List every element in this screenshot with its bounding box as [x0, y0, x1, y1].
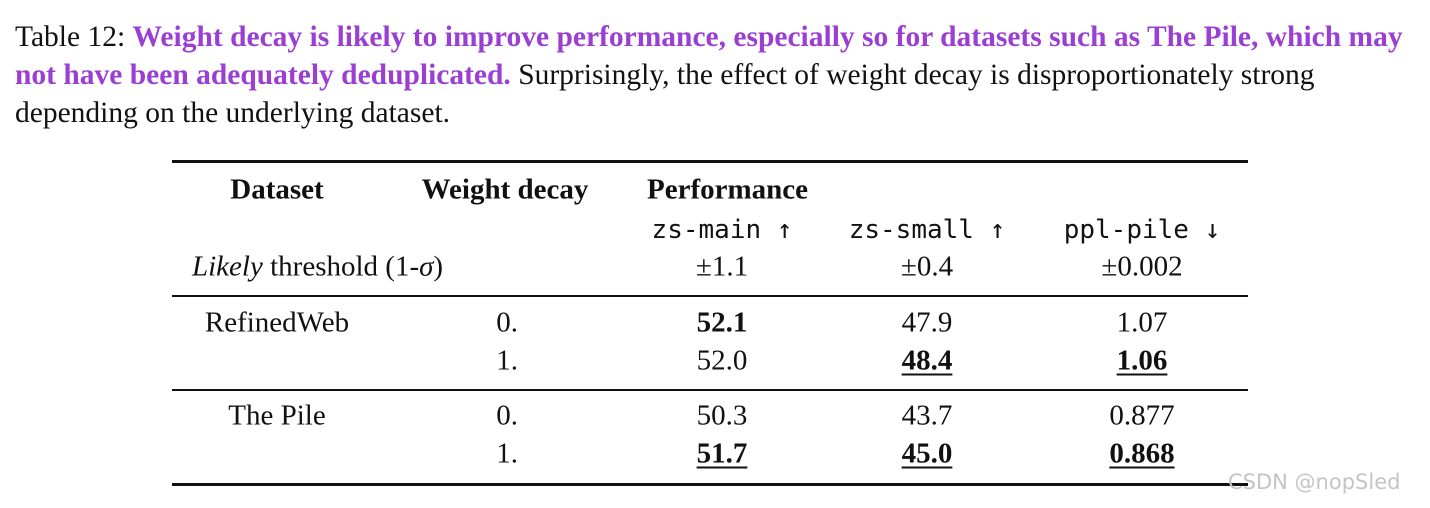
metric-value: 52.1 [696, 306, 748, 339]
threshold-close: ) [433, 250, 444, 283]
threshold-label: Likely threshold (1-σ) [192, 251, 443, 284]
caption: Table 12: Weight decay is likely to impr… [15, 18, 1415, 132]
caption-label: Table 12: [15, 21, 126, 53]
threshold-italic: Likely [192, 250, 263, 283]
dataset-name: The Pile [228, 399, 326, 432]
mid-rule [172, 295, 1248, 297]
weight-decay: 0. [496, 306, 518, 339]
dataset-name: RefinedWeb [204, 306, 350, 339]
weight-decay: 1. [496, 437, 518, 470]
metric-value: 43.7 [901, 399, 953, 432]
threshold-text: threshold (1- [270, 250, 420, 283]
header-metric: zs-small ↑ [848, 215, 1006, 245]
metric-value: 50.3 [696, 399, 748, 432]
threshold-value: ±0.4 [900, 250, 954, 283]
header-metric: ppl-pile ↓ [1063, 215, 1221, 245]
weight-decay: 1. [496, 344, 518, 377]
header-performance: Performance [647, 173, 809, 206]
metric-value: 1.06 [1116, 344, 1168, 377]
metric-value: 47.9 [901, 306, 953, 339]
header-metric: zs-main ↑ [651, 215, 793, 245]
metric-value: 51.7 [696, 437, 748, 470]
metric-value: 0.868 [1109, 437, 1175, 470]
metric-value: 45.0 [901, 437, 953, 470]
header-weight-decay: Weight decay [421, 173, 589, 206]
caption-text: Surprisingly, the effect of weight decay… [15, 59, 1315, 129]
header-dataset: Dataset [230, 173, 324, 206]
metric-value: 1.07 [1116, 306, 1168, 339]
metric-value: 52.0 [696, 344, 748, 377]
watermark: CSDN @nopSled [1228, 470, 1401, 494]
metric-value: 0.877 [1109, 399, 1175, 432]
group-rule [172, 389, 1248, 391]
threshold-sigma: σ [419, 250, 434, 283]
weight-decay: 0. [496, 399, 518, 432]
metric-value: 48.4 [901, 344, 953, 377]
bottom-rule [172, 483, 1248, 486]
threshold-value: ±0.002 [1101, 250, 1183, 283]
threshold-value: ±1.1 [695, 250, 749, 283]
top-rule [172, 160, 1248, 163]
caption-emphasis: Weight decay is likely to improve perfor… [15, 21, 1403, 91]
